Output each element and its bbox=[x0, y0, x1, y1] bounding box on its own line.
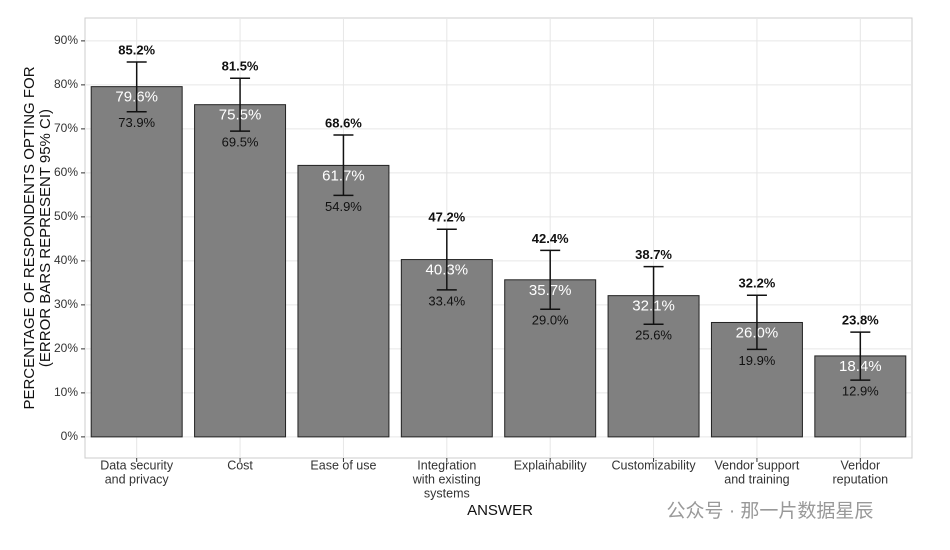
x-tick-label: reputation bbox=[833, 472, 889, 486]
ci-upper-label: 32.2% bbox=[739, 276, 776, 291]
y-tick-label: 40% bbox=[54, 253, 78, 267]
bar bbox=[194, 104, 287, 438]
y-tick-label: 10% bbox=[54, 385, 78, 399]
x-tick-label: and privacy bbox=[105, 472, 170, 486]
x-tick-label: Explainability bbox=[514, 458, 588, 472]
y-tick-label: 90% bbox=[54, 33, 78, 47]
x-tick-label: with existing bbox=[412, 472, 481, 486]
ci-upper-label: 42.4% bbox=[532, 231, 569, 246]
ci-lower-label: 29.0% bbox=[532, 313, 569, 328]
x-tick-label: Vendor support bbox=[715, 458, 800, 472]
bar bbox=[297, 164, 390, 438]
ci-upper-label: 47.2% bbox=[428, 210, 465, 225]
ci-lower-label: 19.9% bbox=[739, 353, 776, 368]
ci-lower-label: 33.4% bbox=[428, 293, 465, 308]
x-tick-label: Customizability bbox=[612, 458, 697, 472]
x-tick-label: Ease of use bbox=[310, 458, 376, 472]
y-axis-title: (ERROR BARS REPRESENT 95% CI) bbox=[37, 109, 54, 367]
ci-lower-label: 54.9% bbox=[325, 199, 362, 214]
y-axis-title: PERCENTAGE OF RESPONDENTS OPTING FOR bbox=[21, 66, 38, 409]
ci-lower-label: 25.6% bbox=[635, 328, 672, 343]
ci-upper-label: 68.6% bbox=[325, 115, 362, 130]
y-tick-label: 30% bbox=[54, 297, 78, 311]
x-tick-label: Cost bbox=[227, 458, 253, 472]
x-axis-title: ANSWER bbox=[467, 502, 533, 519]
x-tick-label: Integration bbox=[417, 458, 476, 472]
bar bbox=[90, 86, 183, 438]
y-tick-label: 20% bbox=[54, 341, 78, 355]
y-tick-label: 0% bbox=[61, 429, 79, 443]
x-tick-label: and training bbox=[724, 472, 789, 486]
y-tick-label: 50% bbox=[54, 209, 78, 223]
ci-upper-label: 23.8% bbox=[842, 313, 879, 328]
x-tick-label: Data security bbox=[100, 458, 174, 472]
x-tick-label: systems bbox=[424, 486, 470, 500]
ci-upper-label: 38.7% bbox=[635, 247, 672, 262]
ci-lower-label: 69.5% bbox=[222, 135, 259, 150]
ci-upper-label: 81.5% bbox=[222, 59, 259, 74]
x-tick-label: Vendor bbox=[841, 458, 881, 472]
y-tick-label: 70% bbox=[54, 121, 78, 135]
ci-lower-label: 12.9% bbox=[842, 384, 879, 399]
ci-upper-label: 85.2% bbox=[118, 42, 155, 57]
ci-lower-label: 73.9% bbox=[118, 115, 155, 130]
y-tick-label: 80% bbox=[54, 77, 78, 91]
y-tick-label: 60% bbox=[54, 165, 78, 179]
watermark: 公众号 · 那一片数据星辰 bbox=[667, 500, 874, 522]
